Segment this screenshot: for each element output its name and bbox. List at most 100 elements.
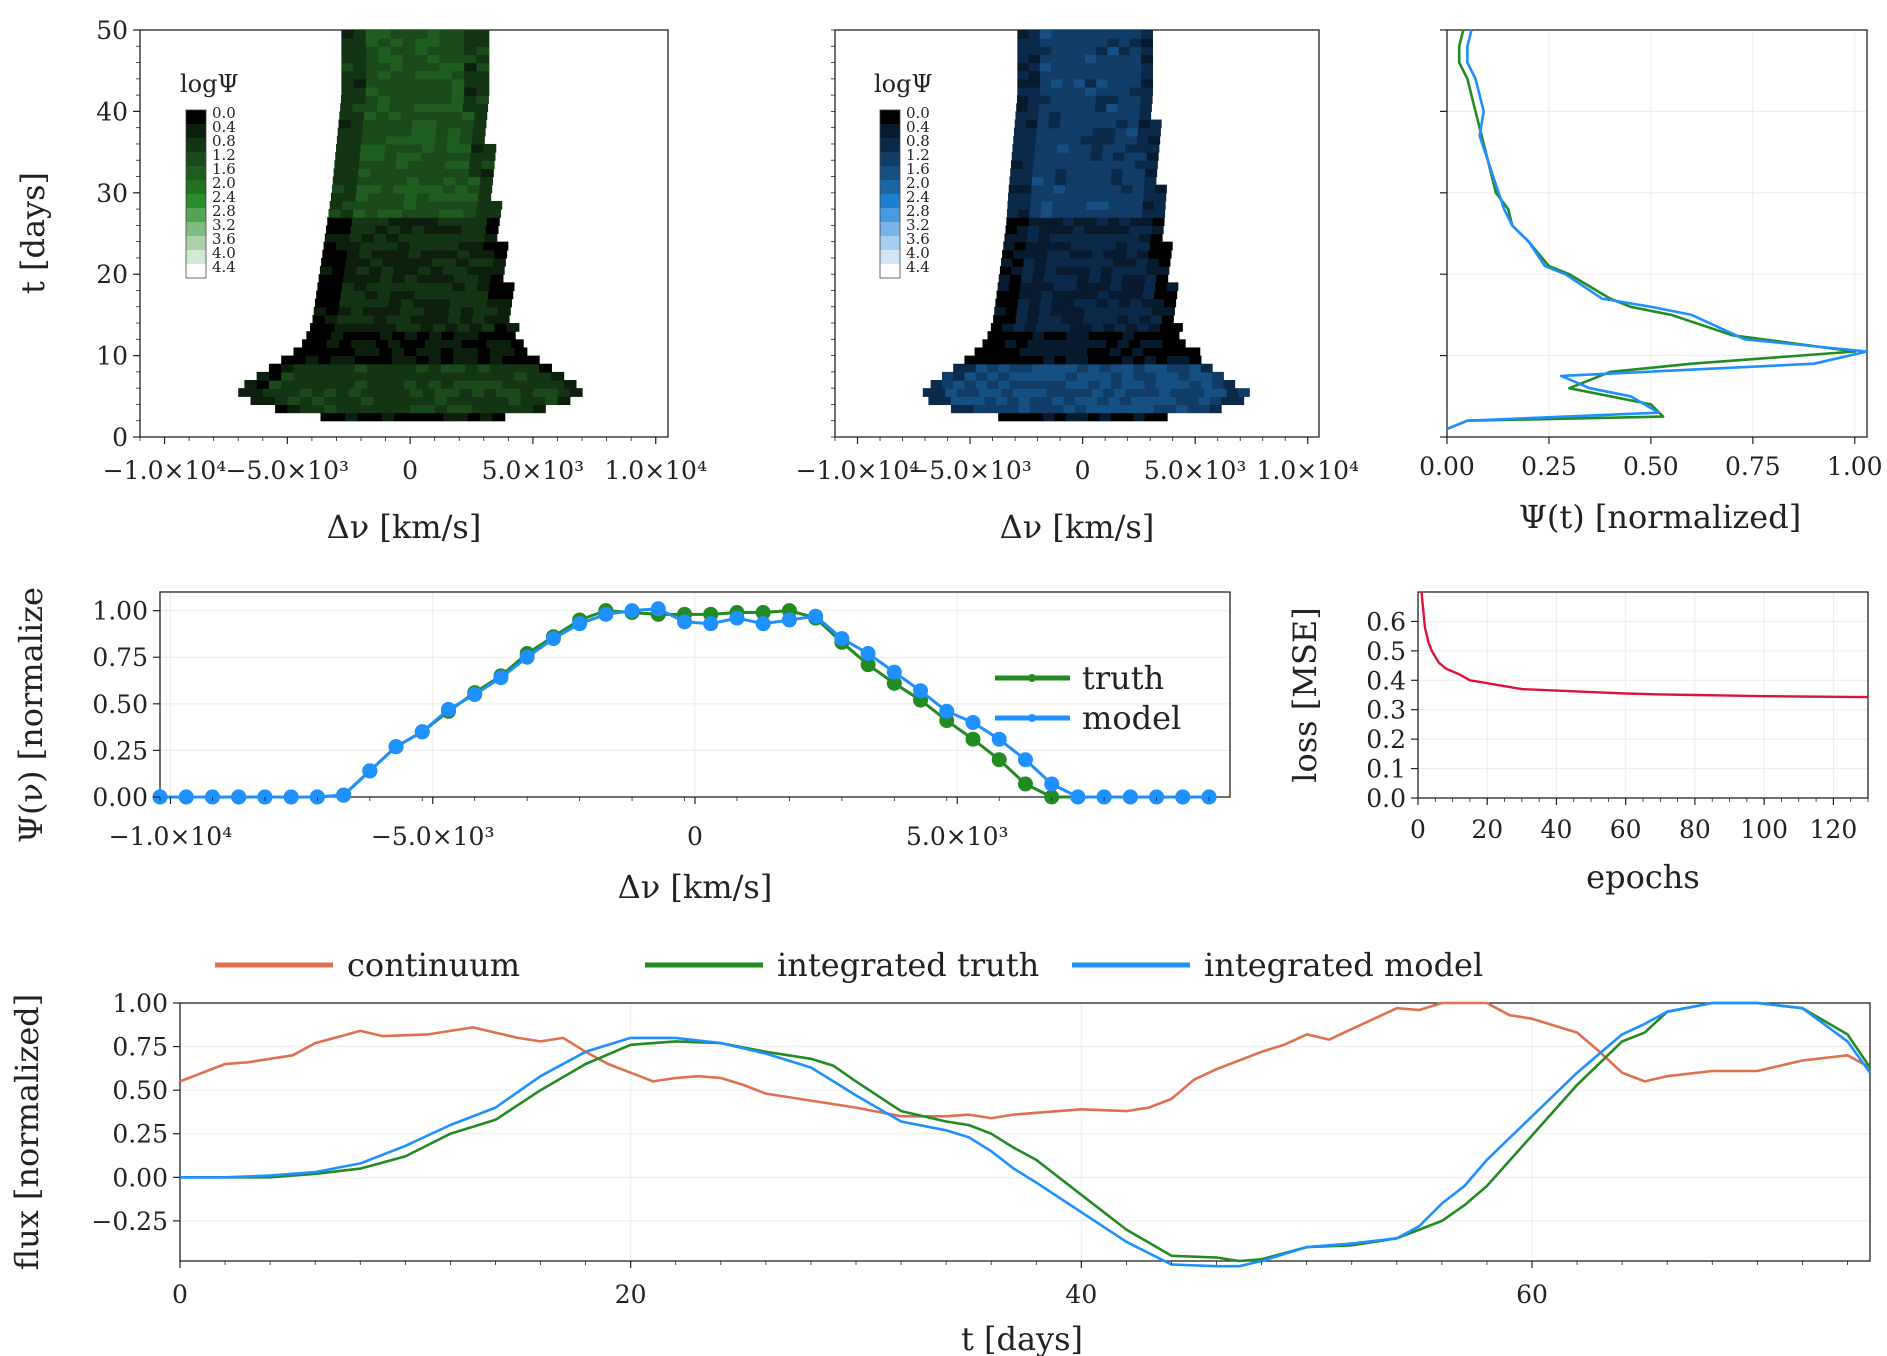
heatmap-cell: [1110, 282, 1123, 292]
heatmap-cell: [1044, 266, 1057, 275]
heatmap-cell: [1109, 347, 1122, 357]
heatmap-cell: [467, 184, 480, 194]
heatmap-cell: [385, 396, 399, 406]
heatmap-cell: [318, 380, 331, 389]
heatmap-cell: [1030, 200, 1042, 210]
heatmap-cell: [1119, 396, 1132, 406]
heatmap-cell: [472, 127, 486, 137]
heatmap-cell: [1077, 331, 1090, 340]
colorbar-label: 0.0: [212, 104, 236, 122]
psi-v-marker-truth: [860, 657, 876, 673]
heatmap-cell: [452, 282, 466, 292]
heatmap-cell: [461, 339, 475, 349]
heatmap-cell: [275, 404, 288, 414]
heatmap-cell: [1077, 168, 1090, 178]
heatmap-cell: [383, 160, 397, 169]
heatmap-cell: [1039, 30, 1052, 39]
heatmap-cell: [1114, 323, 1127, 332]
heatmap-cell: [1154, 192, 1167, 202]
heatmap-cell: [1028, 225, 1040, 235]
heatmap-cell: [453, 363, 466, 373]
heatmap-cell: [464, 78, 478, 88]
heatmap-cell: [373, 314, 387, 324]
heatmap-cell: [539, 371, 552, 381]
heatmap-cell: [402, 46, 416, 56]
heatmap-cell: [409, 241, 423, 251]
heatmap-cell: [1012, 143, 1025, 153]
heatmap-cell: [407, 257, 420, 267]
heatmap-cell: [1002, 323, 1015, 332]
heatmap-cell: [1149, 119, 1162, 129]
heatmap-cell: [446, 396, 460, 406]
light-curves-axes-frame: [179, 1002, 1871, 1262]
heatmap-cell: [394, 412, 408, 422]
heatmap-cell: [1155, 355, 1168, 365]
psi-v-series: [152, 601, 1217, 805]
heatmap-cell: [353, 30, 367, 39]
heatmap-cell: [514, 380, 528, 389]
heatmap-cell: [478, 274, 492, 283]
heatmap-cell: [281, 355, 295, 365]
x-tick-label: 60: [1516, 1280, 1548, 1309]
heatmap-cell: [410, 233, 424, 243]
heatmap-cell: [995, 396, 1008, 406]
heatmap-cell: [1028, 46, 1041, 56]
heatmap-cell: [502, 347, 516, 357]
heatmap-cell: [474, 298, 488, 308]
x-tick-label: 0.00: [1419, 452, 1475, 481]
heatmap-cell: [471, 135, 485, 145]
colorbar-label: 1.6: [212, 160, 236, 178]
heatmap-cell: [402, 30, 416, 39]
heatmap-cell: [1064, 290, 1076, 300]
psi-v-marker-model: [440, 701, 456, 717]
heatmap-cell: [1033, 266, 1046, 275]
heatmap-cell: [1129, 30, 1142, 39]
psi-v-marker-model: [939, 703, 955, 719]
heatmap-cell: [1049, 103, 1062, 112]
heatmap-cell: [467, 266, 481, 275]
heatmap-cell: [440, 363, 454, 373]
colorbar-swatch: [186, 180, 206, 194]
heatmap-cell: [1100, 274, 1112, 283]
x-tick-label: −5.0×10³: [908, 456, 1032, 485]
heatmap-cell: [480, 257, 494, 267]
heatmap-cell: [395, 160, 409, 169]
heatmap-cell: [476, 62, 490, 72]
heatmap-cell: [993, 339, 1006, 349]
heatmap-cell: [341, 70, 355, 80]
heatmap-cell: [457, 323, 471, 332]
heatmap-cell: [444, 168, 457, 178]
heatmap-cell: [474, 111, 488, 121]
heatmap-cell: [365, 95, 379, 104]
heatmap-cell: [1118, 306, 1130, 316]
heatmap-cell: [1164, 404, 1177, 414]
heatmap-cell: [1062, 62, 1075, 72]
heatmap-cell: [404, 371, 417, 381]
heatmap-cell: [451, 78, 465, 88]
heatmap-cell: [490, 331, 504, 340]
heatmap-cell: [1127, 119, 1140, 129]
heatmap-cell: [1019, 290, 1031, 300]
heatmap-cell: [399, 306, 413, 316]
psi-v-marker-model: [729, 610, 745, 626]
heatmap-cell: [1032, 168, 1045, 178]
heatmap-cell: [1084, 225, 1097, 235]
heatmap-cell: [416, 371, 430, 381]
y-tick-label: 0.00: [92, 783, 148, 812]
heatmap-cell: [343, 331, 357, 340]
heatmap-cell: [1022, 266, 1035, 275]
heatmap-cell: [1133, 363, 1146, 373]
x-tick-label: 0: [687, 822, 703, 851]
heatmap-cell: [1063, 200, 1076, 210]
heatmap-cell: [380, 331, 393, 340]
heatmap-cell: [1014, 119, 1027, 129]
heatmap-cell: [463, 95, 477, 104]
heatmap-cell: [427, 62, 441, 72]
heatmap-cell: [1147, 388, 1160, 397]
heatmap-cell: [1138, 241, 1151, 251]
heatmap-cell: [340, 95, 354, 104]
heatmap-cell: [557, 388, 571, 397]
heatmap-cell: [1049, 339, 1062, 349]
heatmap-cell: [447, 314, 461, 324]
heatmap-cell: [441, 331, 455, 340]
